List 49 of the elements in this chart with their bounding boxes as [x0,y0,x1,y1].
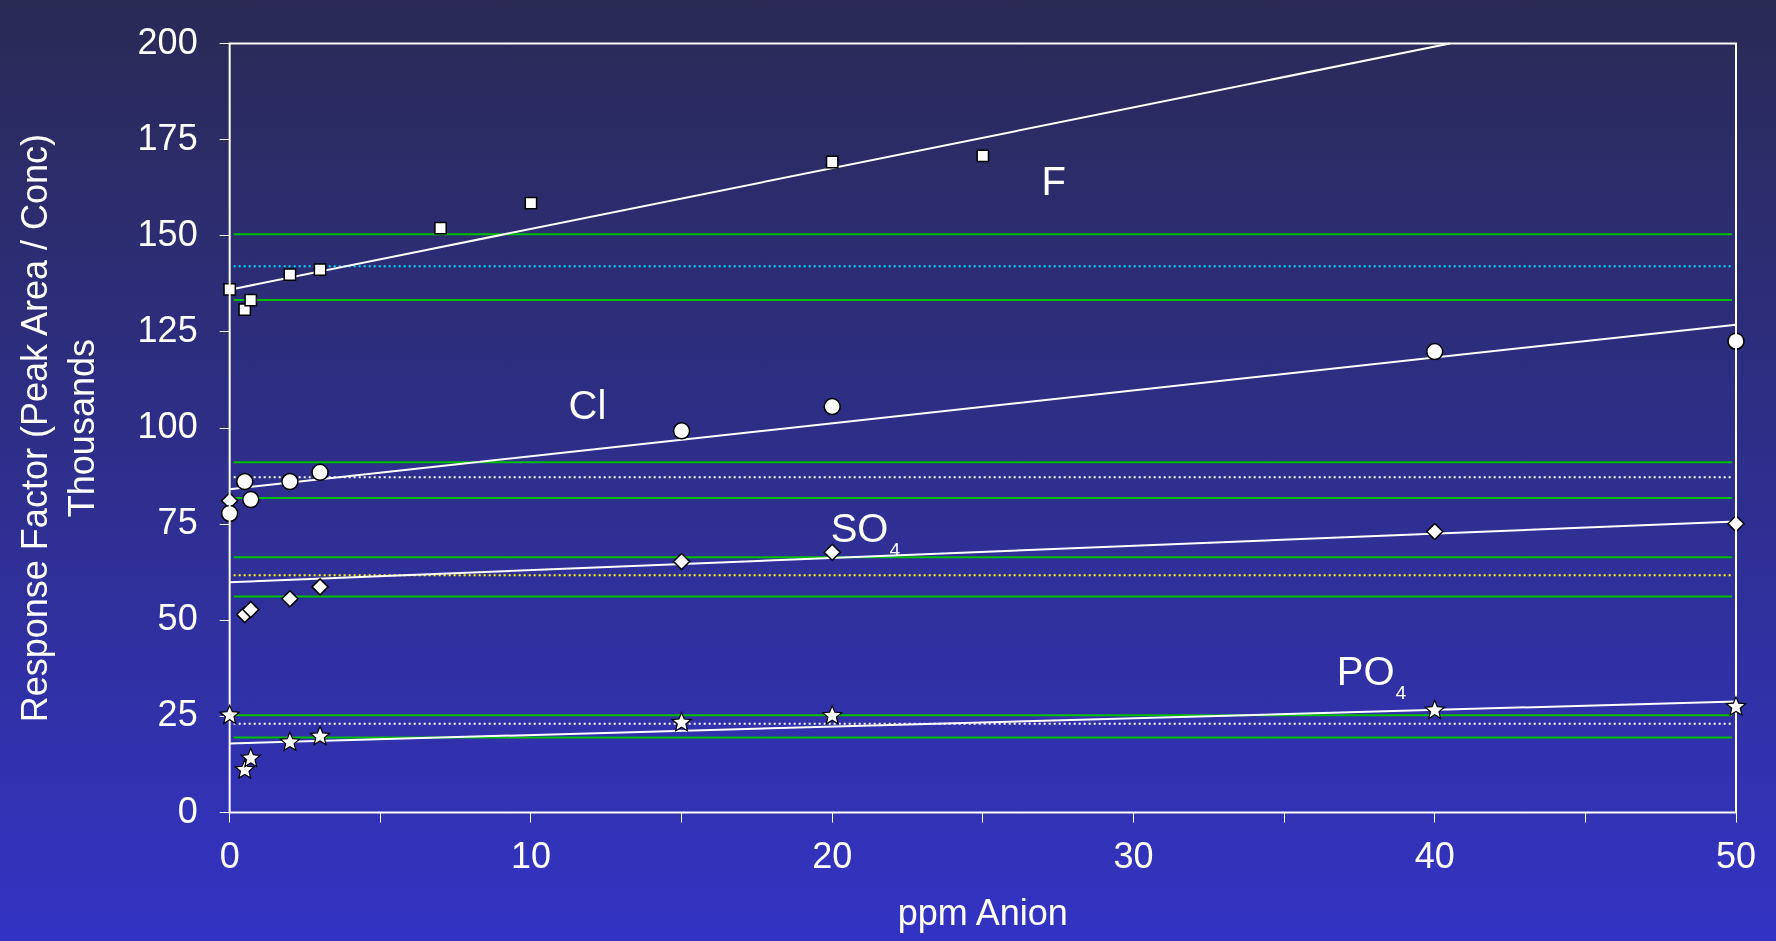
x-tick-label: 40 [1414,835,1455,877]
point [242,600,260,619]
point [311,463,329,482]
point [309,725,331,746]
point [244,293,258,307]
x-tick-label: 10 [510,835,551,877]
x-tick-label: 30 [1113,835,1154,877]
y-tick-label: 150 [137,212,198,254]
point [823,543,841,562]
point [313,263,327,277]
point [238,303,252,317]
y-tick-label: 0 [177,789,198,831]
point [281,590,299,608]
point [976,149,990,163]
y-tick-label: 50 [157,597,198,639]
point [1425,342,1444,361]
point [524,196,538,210]
point [822,705,843,725]
point [281,472,299,491]
y-axis-title: Response Factor (Peak Area / Conc) Thousands [14,133,103,723]
point [234,759,255,779]
y-tick-label: 25 [157,693,198,735]
point [240,747,261,768]
point [672,552,691,571]
x-tick-label: 0 [219,835,240,877]
x-tick-label: 50 [1715,835,1757,877]
point [235,472,254,491]
point [434,221,447,235]
point [1425,522,1444,541]
point [283,268,297,282]
point [672,422,691,440]
y-tick-label: 100 [137,405,198,447]
point [825,155,839,169]
point [823,397,841,416]
point [219,704,240,725]
point [311,578,329,596]
y-tick-label: 75 [157,501,198,543]
point [1725,696,1747,716]
y-tick-label: 125 [137,308,198,350]
point [671,712,692,732]
series-label: Cl [568,383,607,428]
x-axis-title: ppm Anion [897,892,1068,934]
point [279,731,301,751]
series-label: F [1041,159,1067,204]
y-tick-label: 175 [137,116,198,158]
x-tick-label: 20 [812,835,853,877]
point [242,490,260,509]
point [1424,699,1445,720]
y-tick-label: 200 [137,20,198,62]
